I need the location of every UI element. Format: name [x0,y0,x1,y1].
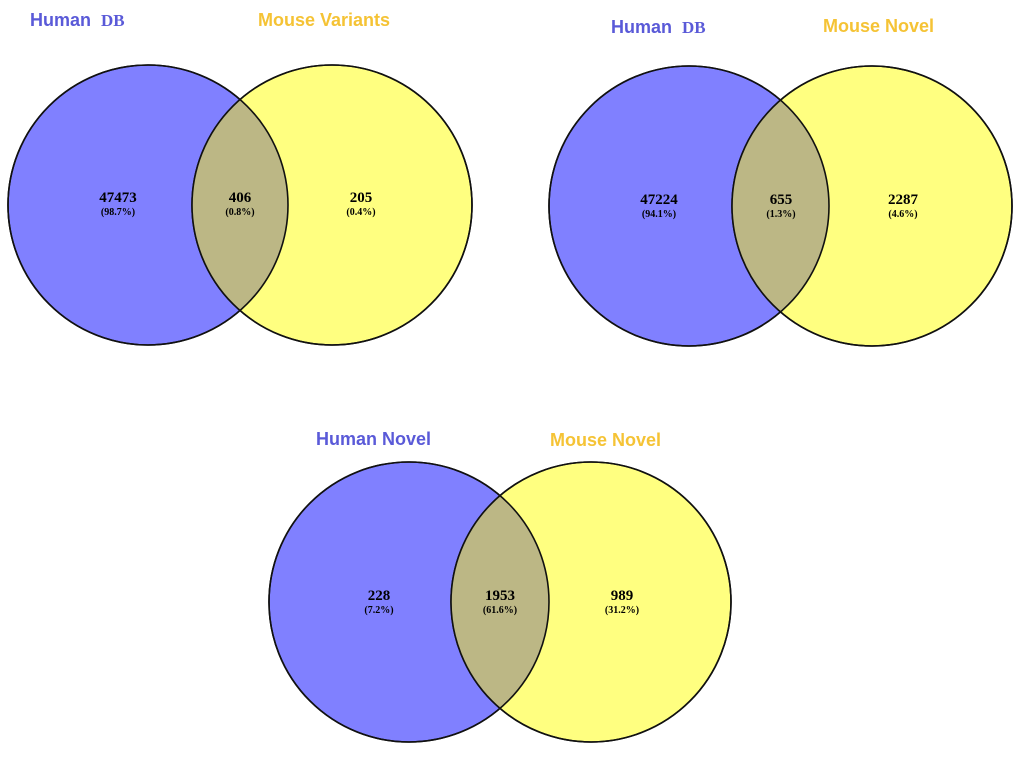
overlap-percent: (61.6%) [483,605,517,616]
left-set-outline [7,64,289,346]
venn-diagram-human-db-mouse-variants: Human DB Mouse Variants 47473 (98.7%) 40… [7,10,473,346]
overlap-region [451,462,549,742]
right-set-outline [450,461,732,743]
overlap-region [732,66,829,346]
left-set-label-suffix: DB [101,11,125,30]
overlap-count: 406 [229,190,252,206]
left-only-count: 228 [368,588,391,604]
right-only-percent: (31.2%) [605,605,639,616]
left-set-label: Human Novel [316,429,431,449]
left-only-count: 47473 [99,190,137,206]
right-only-percent: (4.6%) [888,209,917,220]
left-set-label: Human DB [611,17,706,37]
right-only-percent: (0.4%) [346,207,375,218]
left-set-label: Human DB [30,10,125,30]
overlap-count: 655 [770,192,793,208]
left-set-label-text: Human [611,17,672,37]
left-only-percent: (98.7%) [101,207,135,218]
right-set-label: Mouse Novel [823,16,934,36]
right-only-count: 205 [350,190,373,206]
right-set-label: Mouse Variants [258,10,390,30]
right-set-label: Mouse Novel [550,430,661,450]
right-set-outline [731,65,1013,347]
venn-diagram-human-db-mouse-novel: Human DB Mouse Novel 47224 (94.1%) 655 (… [548,16,1013,347]
right-only-count: 2287 [888,192,919,208]
left-set-label-text: Human [30,10,91,30]
left-set-label-suffix: DB [682,18,706,37]
venn-diagram-human-novel-mouse-novel: Human Novel Mouse Novel 228 (7.2%) 1953 … [268,429,732,743]
overlap-percent: (1.3%) [766,209,795,220]
left-only-percent: (7.2%) [364,605,393,616]
overlap-percent: (0.8%) [225,207,254,218]
left-set-outline [268,461,550,743]
overlap-count: 1953 [485,588,515,604]
left-only-count: 47224 [640,192,678,208]
left-set-outline [548,65,830,347]
right-set-outline [191,64,473,346]
right-only-count: 989 [611,588,634,604]
left-only-percent: (94.1%) [642,209,676,220]
overlap-region [192,65,288,345]
